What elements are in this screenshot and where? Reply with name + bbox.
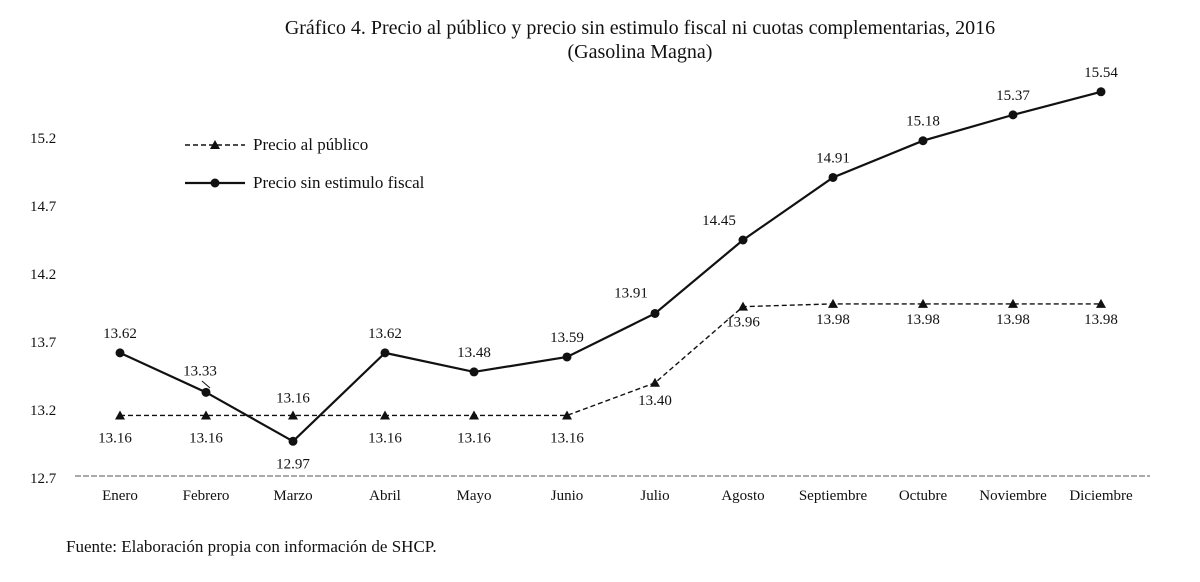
data-label-precio-al-publico: 13.98 <box>816 312 850 328</box>
source-note: Fuente: Elaboración propia con informaci… <box>66 537 437 556</box>
data-point-precio-sin-estimulo <box>650 308 660 318</box>
data-point-precio-al-publico <box>201 410 211 420</box>
label-leader-line <box>201 380 211 389</box>
data-point-precio-sin-estimulo <box>115 348 125 358</box>
data-label-precio-sin-estimulo: 14.45 <box>702 213 736 229</box>
data-label-precio-sin-estimulo: 13.91 <box>614 285 648 301</box>
data-label-precio-al-publico: 13.16 <box>457 430 491 446</box>
series-line-precio-al-publico <box>120 303 1101 417</box>
y-tick-label: 14.2 <box>30 267 56 283</box>
data-label-precio-sin-estimulo: 15.54 <box>1084 65 1118 81</box>
legend-marker-precio-sin-estimulo <box>210 178 220 188</box>
data-point-precio-al-publico <box>650 377 660 387</box>
x-tick-label: Febrero <box>183 488 230 504</box>
data-point-precio-sin-estimulo <box>1096 87 1106 97</box>
chart-title: Gráfico 4. Precio al público y precio si… <box>284 17 996 39</box>
data-label-precio-al-publico: 13.98 <box>996 312 1030 328</box>
data-point-precio-sin-estimulo <box>828 172 838 182</box>
x-tick-label: Noviembre <box>979 488 1047 504</box>
y-tick-label: 13.7 <box>30 335 57 351</box>
data-label-precio-al-publico: 13.16 <box>368 430 402 446</box>
data-point-precio-al-publico <box>562 410 572 420</box>
y-tick-label: 12.7 <box>30 471 57 487</box>
x-tick-label: Diciembre <box>1069 488 1133 504</box>
data-point-precio-sin-estimulo <box>918 136 928 146</box>
data-label-precio-sin-estimulo: 15.18 <box>906 114 940 130</box>
data-label-precio-al-publico: 13.98 <box>906 312 940 328</box>
data-point-precio-sin-estimulo <box>1008 110 1018 120</box>
legend-marker-precio-al-publico <box>210 140 220 149</box>
data-point-precio-al-publico <box>1008 298 1018 308</box>
y-tick-label: 13.2 <box>30 403 56 419</box>
data-point-precio-al-publico <box>738 301 748 311</box>
data-point-precio-al-publico <box>1096 298 1106 308</box>
x-tick-label: Septiembre <box>799 488 868 504</box>
series-line-precio-sin-estimulo <box>119 90 1102 443</box>
x-tick-label: Junio <box>551 488 584 504</box>
data-label-precio-al-publico: 13.16 <box>550 430 584 446</box>
x-tick-label: Marzo <box>273 488 312 504</box>
x-tick-label: Abril <box>369 488 401 504</box>
data-label-precio-al-publico: 13.16 <box>98 430 132 446</box>
data-label-precio-sin-estimulo: 13.59 <box>550 330 584 346</box>
legend-label-precio-sin-estimulo: Precio sin estimulo fiscal <box>253 173 425 192</box>
y-tick-label: 15.2 <box>30 131 56 147</box>
data-point-precio-sin-estimulo <box>380 348 390 358</box>
data-label-precio-sin-estimulo: 13.48 <box>457 345 491 361</box>
x-tick-label: Agosto <box>721 488 764 504</box>
data-point-precio-al-publico <box>828 298 838 308</box>
data-point-precio-al-publico <box>115 410 125 420</box>
data-point-precio-al-publico <box>469 410 479 420</box>
x-tick-label: Mayo <box>457 488 492 504</box>
data-point-precio-sin-estimulo <box>288 436 298 446</box>
data-point-precio-sin-estimulo <box>738 235 748 245</box>
data-label-precio-al-publico: 13.40 <box>638 393 672 409</box>
y-tick-label: 14.7 <box>30 199 57 215</box>
data-label-precio-sin-estimulo: 15.37 <box>996 88 1030 104</box>
legend-label-precio-al-publico: Precio al público <box>253 135 368 154</box>
data-label-precio-sin-estimulo: 14.91 <box>816 150 850 166</box>
data-point-precio-sin-estimulo <box>469 367 479 377</box>
data-label-precio-sin-estimulo: 12.97 <box>276 456 310 472</box>
chart-title-block: Gráfico 4. Precio al público y precio si… <box>0 16 1200 64</box>
x-tick-label: Julio <box>640 488 669 504</box>
data-point-precio-al-publico <box>918 298 928 308</box>
data-point-precio-al-publico <box>288 410 298 420</box>
data-label-precio-al-publico: 13.16 <box>189 430 223 446</box>
data-label-precio-al-publico: 13.98 <box>1084 312 1118 328</box>
data-label-precio-sin-estimulo: 13.62 <box>368 326 402 342</box>
chart-subtitle: (Gasolina Magna) <box>567 41 713 63</box>
x-tick-label: Enero <box>102 488 138 504</box>
data-label-precio-sin-estimulo: 13.62 <box>103 326 137 342</box>
data-label-precio-al-publico: 13.96 <box>726 315 760 331</box>
data-point-precio-sin-estimulo <box>201 387 211 397</box>
data-label-precio-sin-estimulo: 13.33 <box>183 363 217 379</box>
data-label-precio-al-publico: 13.16 <box>276 390 310 406</box>
data-point-precio-al-publico <box>380 410 390 420</box>
x-tick-label: Octubre <box>899 488 948 504</box>
data-point-precio-sin-estimulo <box>562 352 572 362</box>
